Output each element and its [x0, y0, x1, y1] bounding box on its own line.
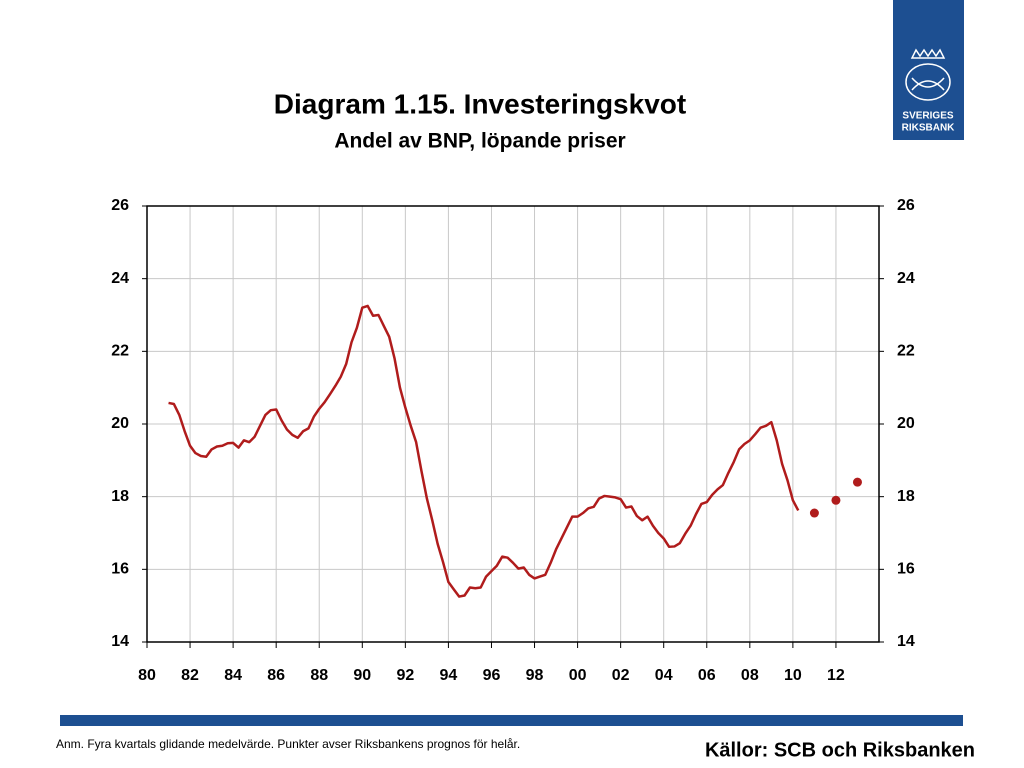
x-tick-label: 04 — [655, 667, 673, 684]
y2-tick-label: 26 — [897, 197, 915, 214]
logo-box — [893, 0, 964, 140]
x-tick-label: 12 — [827, 667, 845, 684]
logo-text: SVERIGES — [902, 111, 953, 122]
source: Källor: SCB och Riksbanken — [705, 739, 975, 761]
x-tick-label: 94 — [440, 667, 458, 684]
x-tick-label: 90 — [353, 667, 371, 684]
forecast-point — [831, 495, 841, 505]
footer-bar — [60, 715, 963, 726]
y2-tick-label: 22 — [897, 343, 915, 360]
x-tick-label: 80 — [138, 667, 156, 684]
x-tick-label: 06 — [698, 667, 716, 684]
y2-tick-label: 14 — [897, 633, 915, 650]
forecast-point — [852, 477, 862, 487]
y2-tick-label: 16 — [897, 561, 915, 578]
x-tick-label: 82 — [181, 667, 199, 684]
logo-emblem — [905, 48, 951, 101]
logo-text: RIKSBANK — [902, 123, 956, 134]
y-tick-label: 26 — [111, 197, 129, 214]
y2-tick-label: 24 — [897, 270, 915, 287]
y-tick-label: 20 — [111, 415, 129, 432]
plot-frame — [146, 205, 880, 643]
y2-tick-label: 20 — [897, 415, 915, 432]
data-line — [168, 304, 800, 598]
x-tick-label: 00 — [569, 667, 587, 684]
x-tick-label: 84 — [224, 667, 242, 684]
chart-subtitle: Andel av BNP, löpande priser — [334, 130, 625, 153]
y-tick-label: 16 — [111, 561, 129, 578]
x-tick-label: 88 — [310, 667, 328, 684]
x-tick-label: 96 — [483, 667, 501, 684]
y-tick-label: 18 — [111, 488, 129, 505]
forecast-point — [809, 508, 819, 518]
note: Anm. Fyra kvartals glidande medelvärde. … — [56, 737, 520, 751]
x-tick-label: 10 — [784, 667, 802, 684]
y-tick-label: 22 — [111, 343, 129, 360]
x-tick-label: 92 — [396, 667, 414, 684]
x-tick-label: 02 — [612, 667, 630, 684]
y-tick-label: 14 — [111, 633, 129, 650]
y-tick-label: 24 — [111, 270, 129, 287]
y2-tick-label: 18 — [897, 488, 915, 505]
x-tick-label: 08 — [741, 667, 759, 684]
x-tick-label: 98 — [526, 667, 544, 684]
x-tick-label: 86 — [267, 667, 285, 684]
chart-title: Diagram 1.15. Investeringskvot — [274, 88, 686, 119]
